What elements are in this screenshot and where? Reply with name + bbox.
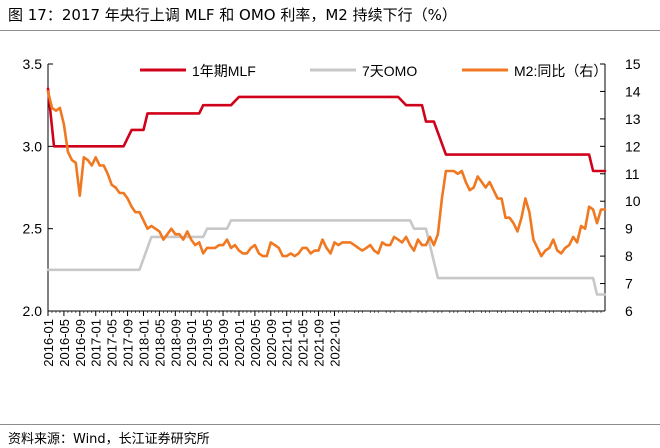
x-tick-label: 2021-01 xyxy=(280,319,295,367)
series-line-7omo xyxy=(46,219,607,296)
x-tick-label: 2016-05 xyxy=(57,319,72,367)
x-tick-label: 2018-09 xyxy=(168,319,183,367)
x-tick-label: 2017-05 xyxy=(105,319,120,367)
source-note: 资料来源：Wind，长江证券研究所 xyxy=(8,432,210,447)
x-tick-label: 2016-01 xyxy=(41,319,56,367)
x-tick-label: 2022-01 xyxy=(327,319,342,367)
bottom-rule xyxy=(0,424,660,425)
x-tick-label: 2021-05 xyxy=(296,319,311,367)
x-tick-label: 2017-01 xyxy=(89,319,104,367)
right-tick-label: 9 xyxy=(625,221,633,237)
right-tick-label: 13 xyxy=(625,111,641,127)
right-tick-label: 14 xyxy=(625,83,641,99)
series-line-m2 xyxy=(46,90,607,258)
x-tick-label: 2019-01 xyxy=(184,319,199,367)
chart-title: 图 17：2017 年央行上调 MLF 和 OMO 利率，M2 持续下行（%） xyxy=(8,6,457,24)
x-tick-label: 2020-01 xyxy=(232,319,247,367)
series-layer xyxy=(46,87,607,296)
left-tick-label: 3.0 xyxy=(23,138,43,154)
right-tick-label: 12 xyxy=(625,138,641,154)
right-tick-label: 15 xyxy=(625,56,641,72)
right-tick-label: 8 xyxy=(625,248,633,264)
left-tick-label: 2.5 xyxy=(23,221,43,237)
x-tick-label: 2020-09 xyxy=(264,319,279,367)
legend-label: 1年期MLF xyxy=(192,63,256,79)
right-tick-label: 11 xyxy=(625,166,640,182)
legend: 1年期MLF 7天OMO M2:同比（右） xyxy=(140,63,607,79)
x-tick-label: 2019-05 xyxy=(200,319,215,367)
left-tick-label: 2.0 xyxy=(23,303,43,319)
right-tick-label: 6 xyxy=(625,303,633,319)
x-tick-label: 2019-09 xyxy=(216,319,231,367)
x-tick-label: 2018-01 xyxy=(136,319,151,367)
right-tick-label: 10 xyxy=(625,193,641,209)
right-tick-label: 7 xyxy=(625,276,633,292)
x-tick-label: 2016-09 xyxy=(73,319,88,367)
legend-label: M2:同比（右） xyxy=(514,63,607,79)
x-tick-label: 2020-05 xyxy=(248,319,263,367)
top-rule xyxy=(0,30,660,31)
legend-label: 7天OMO xyxy=(362,63,417,79)
series-line-1mlf xyxy=(46,87,607,173)
left-tick-label: 3.5 xyxy=(23,56,43,72)
x-tick-label: 2021-09 xyxy=(312,319,327,367)
x-tick-label: 2018-05 xyxy=(152,319,167,367)
x-tick-label: 2017-09 xyxy=(121,319,136,367)
